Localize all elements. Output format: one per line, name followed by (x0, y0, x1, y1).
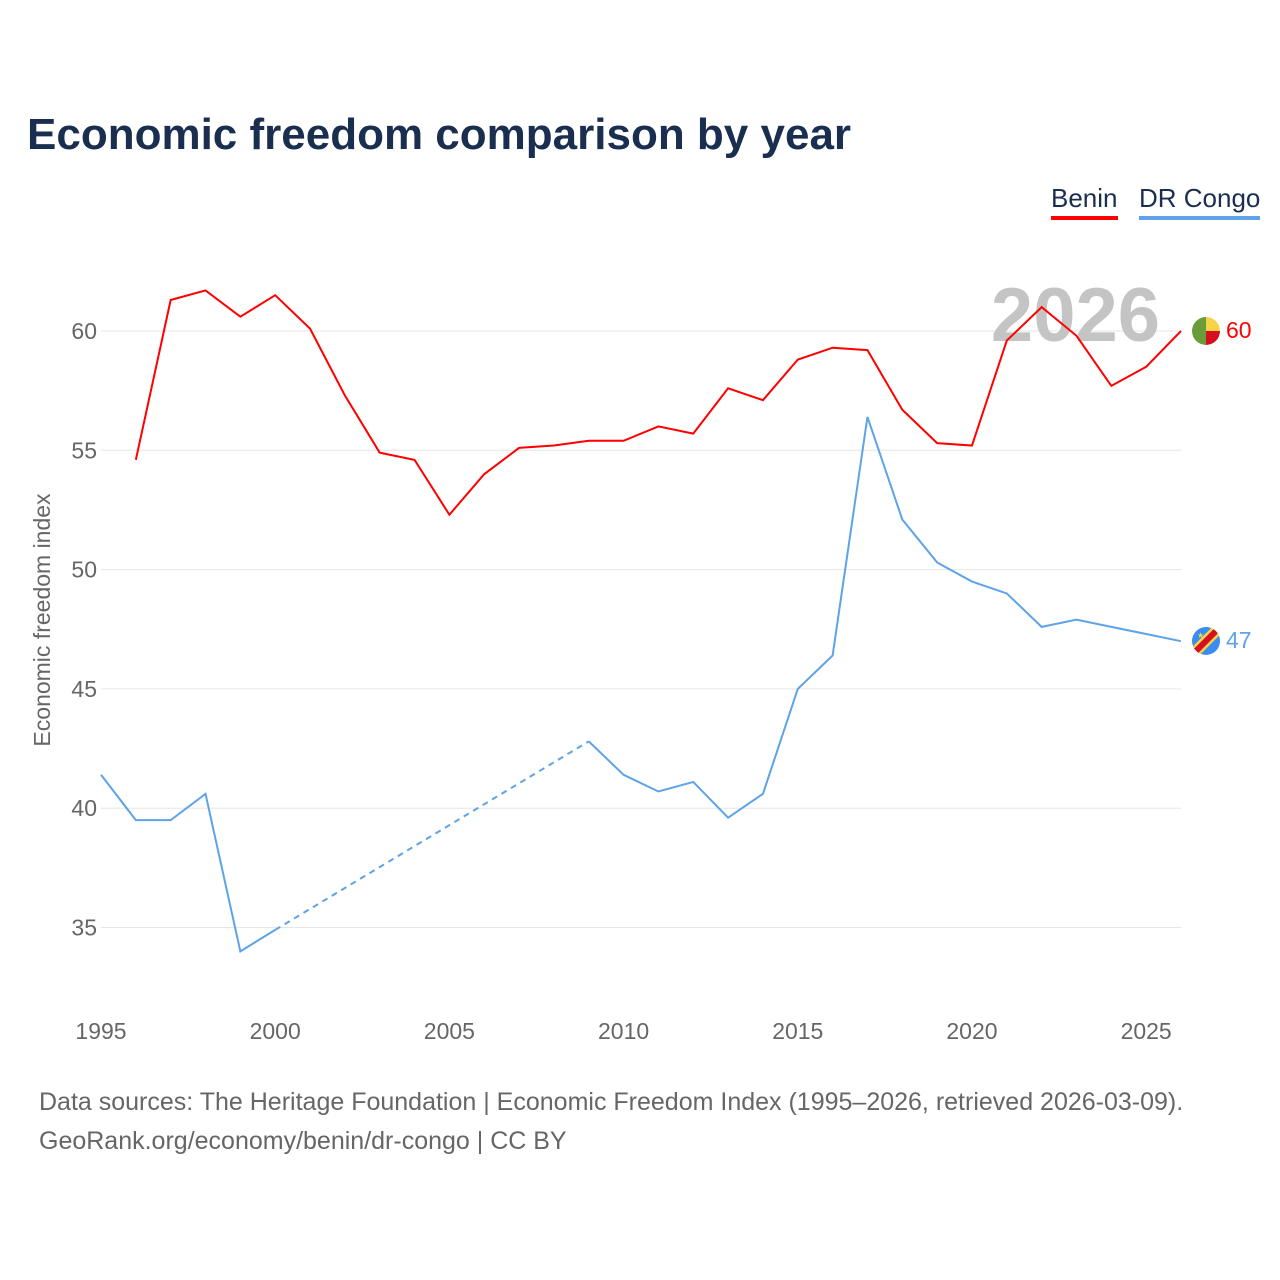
dr-congo-point[interactable] (1109, 625, 1113, 629)
benin-point[interactable] (1074, 334, 1078, 338)
dr-congo-point[interactable] (1040, 625, 1044, 629)
benin-point[interactable] (413, 458, 417, 462)
benin-point[interactable] (656, 424, 660, 428)
y-tick-label: 60 (71, 318, 97, 344)
dr-congo-point[interactable] (831, 653, 835, 657)
x-tick-label: 2020 (946, 1018, 997, 1044)
dr-congo-gap-line (274, 740, 590, 931)
dr-congo-point[interactable] (970, 580, 974, 584)
dr-congo-point[interactable] (656, 789, 660, 793)
benin-point[interactable] (1109, 384, 1113, 388)
dr-congo-point[interactable] (204, 792, 208, 796)
benin-point[interactable] (622, 439, 626, 443)
dr-congo-point[interactable] (99, 773, 103, 777)
benin-point[interactable] (238, 315, 242, 319)
x-tick-label: 2025 (1121, 1018, 1172, 1044)
y-tick-label: 55 (71, 437, 97, 463)
dr-congo-point[interactable] (622, 773, 626, 777)
benin-point[interactable] (169, 298, 173, 302)
benin-point[interactable] (1005, 339, 1009, 343)
benin-point[interactable] (378, 451, 382, 455)
y-tick-label: 45 (71, 676, 97, 702)
dr-congo-point[interactable] (169, 818, 173, 822)
dr-congo-point[interactable] (1005, 591, 1009, 595)
dr-congo-point[interactable] (134, 818, 138, 822)
legend-benin[interactable]: Benin (1051, 183, 1118, 220)
dr-congo-point[interactable] (935, 560, 939, 564)
y-tick-label: 35 (71, 915, 97, 941)
benin-point[interactable] (796, 358, 800, 362)
benin-point[interactable] (308, 327, 312, 331)
benin-point[interactable] (447, 513, 451, 517)
benin-point[interactable] (1144, 365, 1148, 369)
benin-point[interactable] (517, 446, 521, 450)
dr-congo-line (100, 774, 276, 953)
benin-point[interactable] (204, 288, 208, 292)
dr-congo-end-label: 47 (1226, 627, 1252, 653)
dr-congo-point[interactable] (238, 949, 242, 953)
benin-point[interactable] (273, 293, 277, 297)
chart-title: Economic freedom comparison by year (27, 110, 852, 159)
legend-dr-congo[interactable]: DR Congo (1139, 183, 1261, 220)
benin-point[interactable] (482, 472, 486, 476)
benin-point[interactable] (900, 408, 904, 412)
benin-point[interactable] (134, 458, 138, 462)
x-tick-label: 2005 (424, 1018, 475, 1044)
benin-point[interactable] (691, 432, 695, 436)
dr-congo-point[interactable] (587, 739, 591, 743)
footer-link[interactable]: GeoRank.org/economy/benin/dr-congo | CC … (39, 1127, 567, 1155)
dr-congo-flag-icon: ★ (1192, 627, 1220, 655)
benin-point[interactable] (761, 398, 765, 402)
x-tick-label: 1995 (75, 1018, 126, 1044)
benin-end-label: 60 (1226, 317, 1252, 343)
benin-point[interactable] (343, 393, 347, 397)
benin-point[interactable] (587, 439, 591, 443)
dr-congo-point[interactable] (900, 517, 904, 521)
benin-flag-icon (1192, 317, 1220, 345)
footer-sources: Data sources: The Heritage Foundation | … (39, 1088, 1184, 1116)
x-tick-label: 2010 (598, 1018, 649, 1044)
benin-point[interactable] (865, 348, 869, 352)
dr-congo-point[interactable] (1179, 639, 1183, 643)
benin-point[interactable] (552, 444, 556, 448)
svg-text:★: ★ (1197, 631, 1204, 640)
benin-point[interactable] (726, 386, 730, 390)
benin-point[interactable] (1179, 329, 1183, 333)
x-tick-label: 2000 (250, 1018, 301, 1044)
dr-congo-point[interactable] (796, 687, 800, 691)
benin-point[interactable] (935, 441, 939, 445)
benin-point[interactable] (831, 346, 835, 350)
dr-congo-point[interactable] (1144, 632, 1148, 636)
y-axis-label: Economic freedom index (29, 493, 55, 747)
dr-congo-point[interactable] (1074, 618, 1078, 622)
dr-congo-line (588, 416, 1182, 820)
dr-congo-point[interactable] (691, 780, 695, 784)
dr-congo-point[interactable] (726, 816, 730, 820)
year-watermark: 2026 (991, 273, 1160, 358)
dr-congo-point[interactable] (865, 415, 869, 419)
benin-point[interactable] (1040, 305, 1044, 309)
x-tick-label: 2015 (772, 1018, 823, 1044)
benin-point[interactable] (970, 444, 974, 448)
y-tick-label: 40 (71, 795, 97, 821)
y-tick-label: 50 (71, 557, 97, 583)
dr-congo-point[interactable] (273, 928, 277, 932)
benin-line (134, 289, 1182, 517)
dr-congo-point[interactable] (761, 792, 765, 796)
